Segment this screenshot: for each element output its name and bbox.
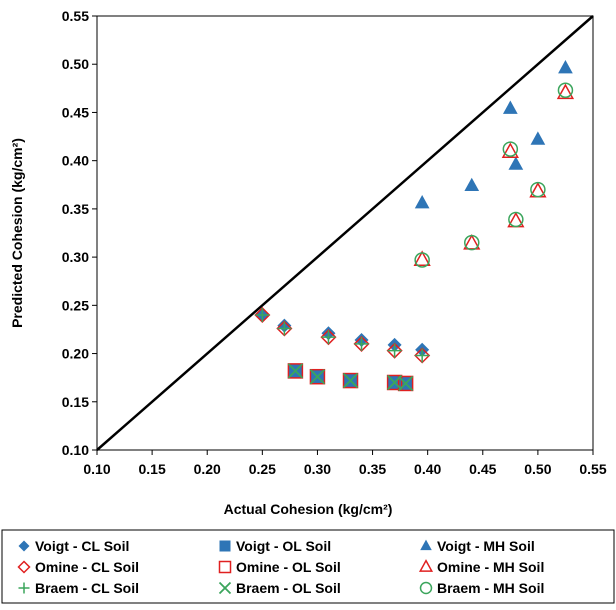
data-point-omine-ol-soil bbox=[342, 372, 359, 389]
data-point-braem-mh-soil bbox=[530, 181, 546, 198]
data-point-braem-mh-soil bbox=[508, 211, 524, 228]
data-point-voigt-mh-soil bbox=[464, 177, 480, 191]
legend-label: Omine - OL Soil bbox=[236, 559, 341, 575]
data-point-braem-cl-soil bbox=[277, 321, 292, 336]
x-tick-label: 0.50 bbox=[524, 461, 551, 477]
data-point-braem-ol-soil bbox=[287, 363, 304, 379]
legend-label: Voigt - OL Soil bbox=[236, 538, 331, 554]
data-point-braem-ol-soil bbox=[397, 375, 414, 392]
y-tick-label: 0.10 bbox=[62, 442, 89, 458]
legend-marker-braem-mh-soil bbox=[419, 581, 433, 595]
x-tick-label: 0.55 bbox=[579, 461, 606, 477]
data-point-omine-mh-soil bbox=[463, 234, 481, 250]
y-axis-title: Predicted Cohesion (kg/cm²) bbox=[9, 138, 25, 328]
data-point-braem-mh-soil bbox=[557, 82, 574, 99]
y-tick-label: 0.25 bbox=[62, 297, 89, 313]
legend-marker-omine-cl-soil bbox=[17, 560, 31, 574]
series-braem-mh-soil bbox=[414, 82, 574, 268]
series-omine-ol-soil bbox=[287, 363, 414, 392]
data-point-voigt-mh-soil bbox=[558, 60, 573, 74]
legend-marker-voigt-ol-soil bbox=[219, 540, 231, 552]
reference-line-layer bbox=[96, 15, 594, 451]
data-point-braem-cl-soil bbox=[255, 307, 270, 322]
x-tick-label: 0.25 bbox=[249, 461, 276, 477]
x-tick-label: 0.40 bbox=[414, 461, 441, 477]
series-braem-ol-soil bbox=[287, 363, 414, 392]
data-point-omine-mh-soil bbox=[556, 83, 575, 100]
x-tick-label: 0.35 bbox=[359, 461, 386, 477]
legend: Voigt - CL Soil Voigt - OL Soil Voigt - MH… bbox=[17, 538, 544, 596]
legend-label: Omine - CL Soil bbox=[35, 559, 139, 575]
legend-label: Voigt - MH Soil bbox=[437, 538, 535, 554]
data-point-braem-mh-soil bbox=[464, 234, 480, 251]
data-point-braem-cl-soil bbox=[321, 330, 336, 345]
y-tick-label: 0.20 bbox=[62, 346, 89, 362]
x-axis-title: Actual Cohesion (kg/cm²) bbox=[224, 501, 393, 517]
x-tick-label: 0.15 bbox=[138, 461, 165, 477]
legend-label: Braem - MH Soil bbox=[437, 580, 544, 596]
legend-box bbox=[1, 529, 615, 604]
data-point-voigt-mh-soil bbox=[508, 156, 524, 170]
x-tick-label: 0.10 bbox=[83, 461, 110, 477]
data-point-braem-cl-soil bbox=[387, 343, 402, 358]
legend-marker-omine-mh-soil bbox=[418, 559, 434, 572]
legend-label: Braem - OL Soil bbox=[236, 580, 341, 596]
legend-marker-voigt-cl-soil bbox=[18, 540, 30, 552]
legend-item-omine-mh-soil: Omine - MH Soil bbox=[418, 559, 544, 575]
legend-item-voigt-mh-soil: Voigt - MH Soil bbox=[420, 538, 535, 554]
y-tick-label: 0.50 bbox=[62, 56, 89, 72]
data-point-omine-ol-soil bbox=[309, 368, 326, 385]
legend-item-voigt-ol-soil: Voigt - OL Soil bbox=[219, 538, 331, 554]
legend-item-voigt-cl-soil: Voigt - CL Soil bbox=[18, 538, 129, 554]
data-point-braem-ol-soil bbox=[342, 372, 359, 389]
y-tick-label: 0.55 bbox=[62, 8, 89, 24]
legend-label: Voigt - CL Soil bbox=[35, 538, 129, 554]
series-braem-cl-soil bbox=[255, 307, 430, 363]
legend-label: Omine - MH Soil bbox=[437, 559, 544, 575]
legend-item-omine-ol-soil: Omine - OL Soil bbox=[218, 559, 341, 575]
data-point-omine-mh-soil bbox=[501, 142, 519, 158]
y-axis-ticks: 0.10 0.15 0.20 0.25 0.30 0.35 0.40 0.45 0.50 0.55 bbox=[62, 8, 97, 458]
legend-item-braem-cl-soil: Braem - CL Soil bbox=[18, 580, 139, 596]
data-points bbox=[254, 60, 575, 392]
x-tick-label: 0.30 bbox=[304, 461, 331, 477]
data-point-omine-mh-soil bbox=[413, 250, 431, 267]
data-point-voigt-mh-soil bbox=[414, 195, 430, 209]
legend-marker-braem-ol-soil bbox=[218, 581, 232, 595]
data-point-braem-mh-soil bbox=[414, 252, 430, 268]
series-voigt-mh-soil bbox=[414, 60, 573, 209]
legend-marker-voigt-mh-soil bbox=[420, 539, 432, 551]
data-point-voigt-mh-soil bbox=[502, 100, 518, 114]
y-tick-label: 0.45 bbox=[62, 104, 89, 120]
legend-item-braem-mh-soil: Braem - MH Soil bbox=[419, 580, 544, 596]
data-point-braem-cl-soil bbox=[354, 336, 369, 351]
data-point-omine-ol-soil bbox=[386, 374, 403, 391]
x-tick-label: 0.45 bbox=[469, 461, 496, 477]
legend-item-braem-ol-soil: Braem - OL Soil bbox=[218, 580, 341, 596]
legend-marker-omine-ol-soil bbox=[218, 560, 232, 574]
legend-item-omine-cl-soil: Omine - CL Soil bbox=[17, 559, 139, 575]
y-tick-label: 0.15 bbox=[62, 394, 89, 410]
legend-marker-braem-cl-soil bbox=[18, 582, 30, 594]
x-tick-label: 0.20 bbox=[194, 461, 221, 477]
data-point-braem-ol-soil bbox=[309, 369, 326, 385]
data-point-omine-ol-soil bbox=[397, 375, 414, 392]
one-to-one-line bbox=[96, 15, 594, 451]
y-tick-label: 0.30 bbox=[62, 249, 89, 265]
data-point-voigt-mh-soil bbox=[530, 131, 546, 145]
data-point-omine-ol-soil bbox=[287, 363, 304, 379]
data-point-braem-cl-soil bbox=[415, 348, 430, 363]
legend-label: Braem - CL Soil bbox=[35, 580, 139, 596]
y-tick-label: 0.40 bbox=[62, 153, 89, 169]
data-point-braem-mh-soil bbox=[502, 141, 519, 157]
y-tick-label: 0.35 bbox=[62, 201, 89, 217]
x-axis-ticks: 0.10 0.15 0.20 0.25 0.30 0.35 0.40 0.45 0.50 0.55 bbox=[83, 450, 607, 477]
